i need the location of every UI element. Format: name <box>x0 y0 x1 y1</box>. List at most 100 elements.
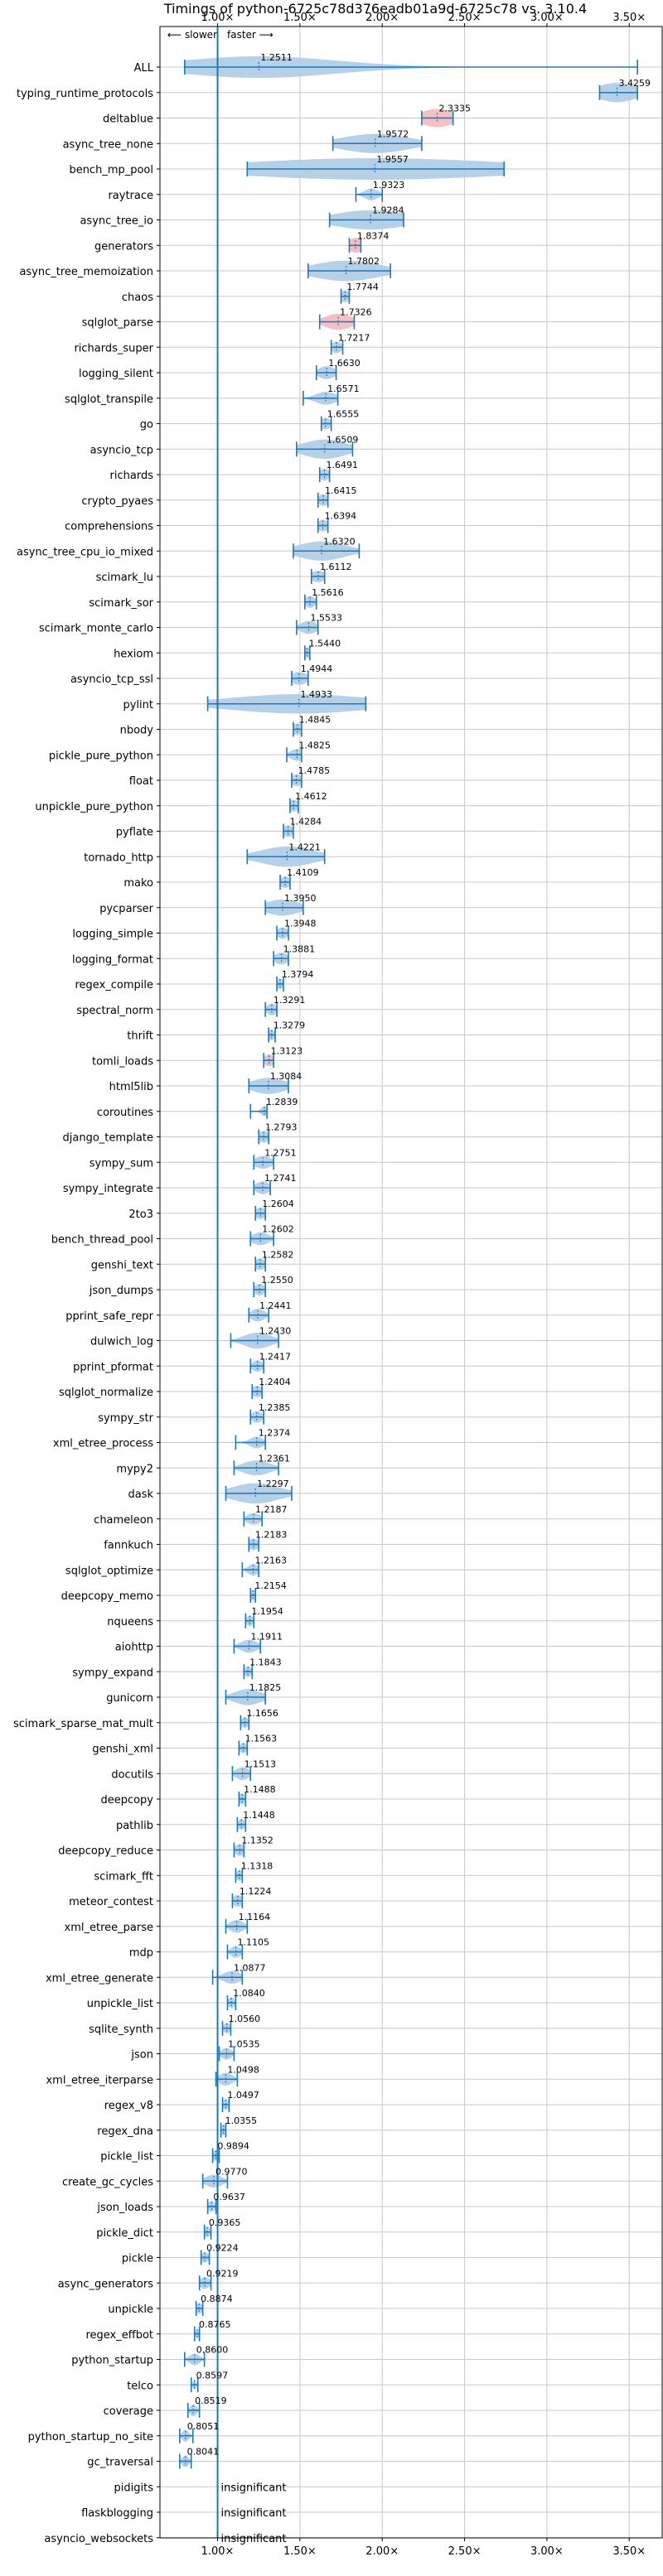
insignificant-label: insignificant <box>221 2482 287 2494</box>
benchmark-label: pickle_dict <box>96 2227 153 2240</box>
benchmark-label: scimark_monte_carlo <box>39 623 153 635</box>
value-label: 1.1825 <box>249 1682 282 1693</box>
benchmark-label: bench_mp_pool <box>69 164 153 176</box>
value-label: 1.7802 <box>348 256 380 267</box>
benchmark-label: chameleon <box>94 1514 153 1527</box>
benchmark-label: pickle_pure_python <box>49 750 153 762</box>
x-tick-label-top: 1.00× <box>201 12 235 24</box>
value-label: 1.4612 <box>295 791 327 802</box>
value-label: 0.8051 <box>187 2421 220 2432</box>
value-label: 0.8600 <box>196 2345 229 2356</box>
value-label: 1.2163 <box>255 1555 288 1565</box>
benchmark-label: regex_dna <box>97 2125 153 2138</box>
value-label: 1.4944 <box>301 663 333 674</box>
benchmark-label: richards <box>110 470 154 482</box>
value-label: 1.7326 <box>340 307 372 318</box>
benchmark-label: json <box>130 2049 153 2062</box>
benchmark-label: pickle <box>122 2253 153 2265</box>
benchmark-label: scimark_lu <box>96 572 153 584</box>
benchmark-label: coverage <box>104 2405 153 2418</box>
value-label: 1.1352 <box>241 1836 273 1846</box>
benchmark-label: regex_v8 <box>104 2100 153 2112</box>
value-label: 0.9894 <box>217 2141 249 2152</box>
benchmark-label: pycparser <box>99 903 153 915</box>
value-label: 1.4785 <box>298 765 331 776</box>
x-tick-label-bottom: 2.50× <box>448 2545 482 2558</box>
benchmark-label: create_gc_cycles <box>62 2176 153 2188</box>
benchmark-label: unpickle <box>108 2303 153 2316</box>
value-label: 1.9572 <box>377 128 409 139</box>
benchmark-label: pickle_list <box>100 2151 153 2164</box>
slower-annotation: ⟵ slower <box>167 29 217 41</box>
value-label: 1.0877 <box>234 1962 266 1973</box>
benchmark-label: ALL <box>134 62 154 75</box>
benchmark-label: regex_compile <box>75 979 153 991</box>
value-label: 2.3335 <box>438 104 471 114</box>
benchmark-label: richards_super <box>74 342 153 355</box>
benchmark-label: genshi_xml <box>92 1744 153 1756</box>
value-label: 1.4284 <box>290 817 322 827</box>
value-label: 1.5616 <box>312 587 344 598</box>
benchmark-label: go <box>140 419 153 432</box>
x-tick-label-top: 3.00× <box>530 12 564 24</box>
value-label: 1.1843 <box>249 1657 282 1667</box>
faster-annotation: faster ⟶ <box>227 29 273 41</box>
value-label: 1.2417 <box>259 1351 292 1362</box>
value-label: 1.8374 <box>357 230 390 241</box>
value-label: 1.4221 <box>288 842 321 852</box>
value-label: 1.2839 <box>266 1097 298 1107</box>
benchmark-label: asyncio_websockets <box>44 2533 153 2545</box>
value-label: 1.4933 <box>301 689 333 700</box>
benchmark-label: sqlglot_transpile <box>65 393 153 406</box>
value-label: 1.3794 <box>282 969 314 980</box>
value-label: 1.5533 <box>310 613 342 624</box>
benchmark-label: xml_etree_iterparse <box>46 2074 153 2086</box>
value-label: 1.2430 <box>259 1326 292 1337</box>
benchmark-label: scimark_sor <box>89 597 153 610</box>
benchmark-label: async_tree_io <box>80 215 153 228</box>
value-label: 1.6320 <box>323 536 356 547</box>
grid-layer <box>157 23 662 2541</box>
benchmark-label: deepcopy_memo <box>61 1590 153 1603</box>
benchmark-label: thrift <box>127 1030 153 1043</box>
x-tick-label-top: 2.00× <box>365 12 399 24</box>
benchmark-label: unpickle_pure_python <box>35 801 153 813</box>
value-label: 1.0535 <box>228 2039 260 2050</box>
benchmark-label: spectral_norm <box>76 1005 153 1017</box>
value-label: 0.9770 <box>215 2166 248 2177</box>
value-label: 1.4845 <box>299 715 332 726</box>
benchmark-label: gc_traversal <box>87 2457 153 2469</box>
value-label: 1.3123 <box>271 1045 303 1056</box>
benchmark-label: sympy_integrate <box>63 1183 153 1195</box>
value-label: 1.0840 <box>233 1988 265 1999</box>
benchmark-label: mdp <box>129 1947 153 1960</box>
value-label: 1.2154 <box>254 1580 287 1591</box>
benchmark-label: deltablue <box>103 113 153 126</box>
value-label: 1.1563 <box>245 1734 278 1744</box>
benchmark-label: dask <box>128 1488 153 1501</box>
value-label: 3.4259 <box>619 78 651 89</box>
x-tick-label-top: 1.50× <box>283 12 317 24</box>
benchmark-label: xml_etree_parse <box>65 1922 153 1934</box>
value-label: 0.9224 <box>206 2243 238 2254</box>
value-label: 1.4109 <box>287 867 319 878</box>
value-label: 1.2187 <box>255 1504 288 1515</box>
value-label: 1.6394 <box>325 511 357 522</box>
plot-frame <box>159 26 663 2539</box>
benchmark-label: sqlglot_parse <box>82 317 153 330</box>
x-tick-label-top: 2.50× <box>448 12 482 24</box>
value-label: 1.1656 <box>246 1708 278 1719</box>
value-label: 1.1164 <box>239 1912 271 1922</box>
benchmark-label: pyflate <box>116 827 153 839</box>
value-label: 1.3279 <box>273 1020 306 1031</box>
value-label: 1.2374 <box>259 1428 291 1439</box>
benchmark-label: pathlib <box>116 1820 153 1832</box>
benchmark-label: flaskblogging <box>81 2507 153 2520</box>
benchmark-label: json_dumps <box>89 1285 153 1297</box>
benchmark-label: sqlglot_optimize <box>65 1565 153 1577</box>
value-label: 1.0498 <box>227 2064 259 2075</box>
value-label: 1.3291 <box>273 995 306 1006</box>
benchmark-label: json_loads <box>96 2202 153 2214</box>
value-label: 1.1513 <box>244 1758 277 1769</box>
x-tick-label-bottom: 3.50× <box>612 2545 646 2558</box>
